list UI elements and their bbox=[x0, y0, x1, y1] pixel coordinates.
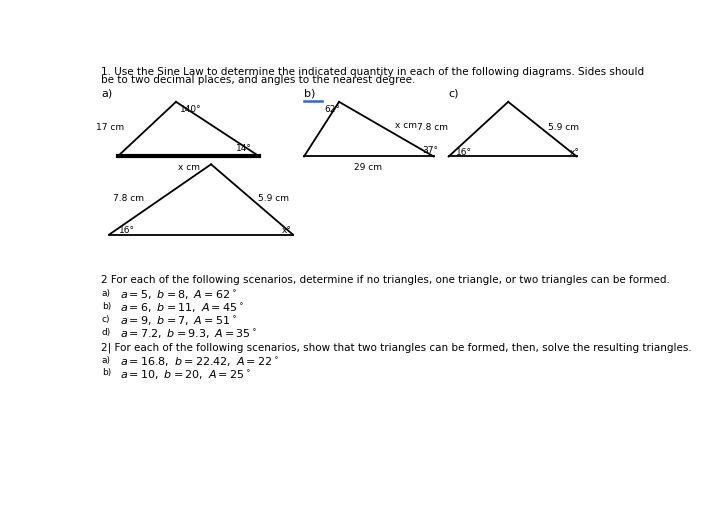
Text: d): d) bbox=[102, 328, 111, 337]
Text: x°: x° bbox=[569, 148, 579, 157]
Text: 16°: 16° bbox=[118, 226, 135, 235]
Text: 5.9 cm: 5.9 cm bbox=[548, 123, 579, 132]
Text: x°: x° bbox=[281, 226, 292, 235]
Text: x cm: x cm bbox=[395, 121, 416, 130]
Text: 37°: 37° bbox=[422, 146, 439, 155]
Text: b): b) bbox=[304, 89, 315, 99]
Text: x cm: x cm bbox=[178, 163, 200, 172]
Text: $a = 16.8,\ b = 22.42,\ A = 22^\circ$: $a = 16.8,\ b = 22.42,\ A = 22^\circ$ bbox=[121, 355, 279, 369]
Text: $a = 6,\ b = 11,\ A = 45^\circ$: $a = 6,\ b = 11,\ A = 45^\circ$ bbox=[121, 302, 244, 315]
Text: 16°: 16° bbox=[456, 148, 472, 157]
Text: $a = 10,\ b = 20,\ A = 25^\circ$: $a = 10,\ b = 20,\ A = 25^\circ$ bbox=[121, 369, 251, 382]
Text: b): b) bbox=[102, 302, 111, 311]
Text: 17 cm: 17 cm bbox=[96, 124, 124, 132]
Text: 140°: 140° bbox=[180, 104, 202, 114]
Text: 29 cm: 29 cm bbox=[354, 163, 382, 172]
Text: $a = 9,\ b = 7,\ A = 51^\circ$: $a = 9,\ b = 7,\ A = 51^\circ$ bbox=[121, 315, 237, 328]
Text: a): a) bbox=[102, 289, 111, 298]
Text: $a = 5,\ b = 8,\ A = 62^\circ$: $a = 5,\ b = 8,\ A = 62^\circ$ bbox=[121, 289, 237, 302]
Text: be to two decimal places, and angles to the nearest degree.: be to two decimal places, and angles to … bbox=[101, 75, 415, 85]
Text: c): c) bbox=[102, 315, 111, 324]
Text: 7.8 cm: 7.8 cm bbox=[416, 123, 447, 132]
Text: $a = 7.2,\ b = 9.3,\ A = 35^\circ$: $a = 7.2,\ b = 9.3,\ A = 35^\circ$ bbox=[121, 328, 258, 341]
Text: a): a) bbox=[102, 355, 111, 365]
Text: 5.9 cm: 5.9 cm bbox=[258, 194, 289, 203]
Text: b): b) bbox=[102, 369, 111, 378]
Text: c): c) bbox=[449, 89, 459, 99]
Text: 2 For each of the following scenarios, determine if no triangles, one triangle, : 2 For each of the following scenarios, d… bbox=[101, 275, 670, 285]
Text: 7.8 cm: 7.8 cm bbox=[113, 194, 144, 203]
Text: 62°: 62° bbox=[324, 104, 340, 114]
Text: a): a) bbox=[101, 89, 112, 99]
Text: 1. Use the Sine Law to determine the indicated quantity in each of the following: 1. Use the Sine Law to determine the ind… bbox=[101, 67, 644, 77]
Text: 14°: 14° bbox=[236, 144, 252, 154]
Text: 2| For each of the following scenarios, show that two triangles can be formed, t: 2| For each of the following scenarios, … bbox=[101, 343, 691, 353]
